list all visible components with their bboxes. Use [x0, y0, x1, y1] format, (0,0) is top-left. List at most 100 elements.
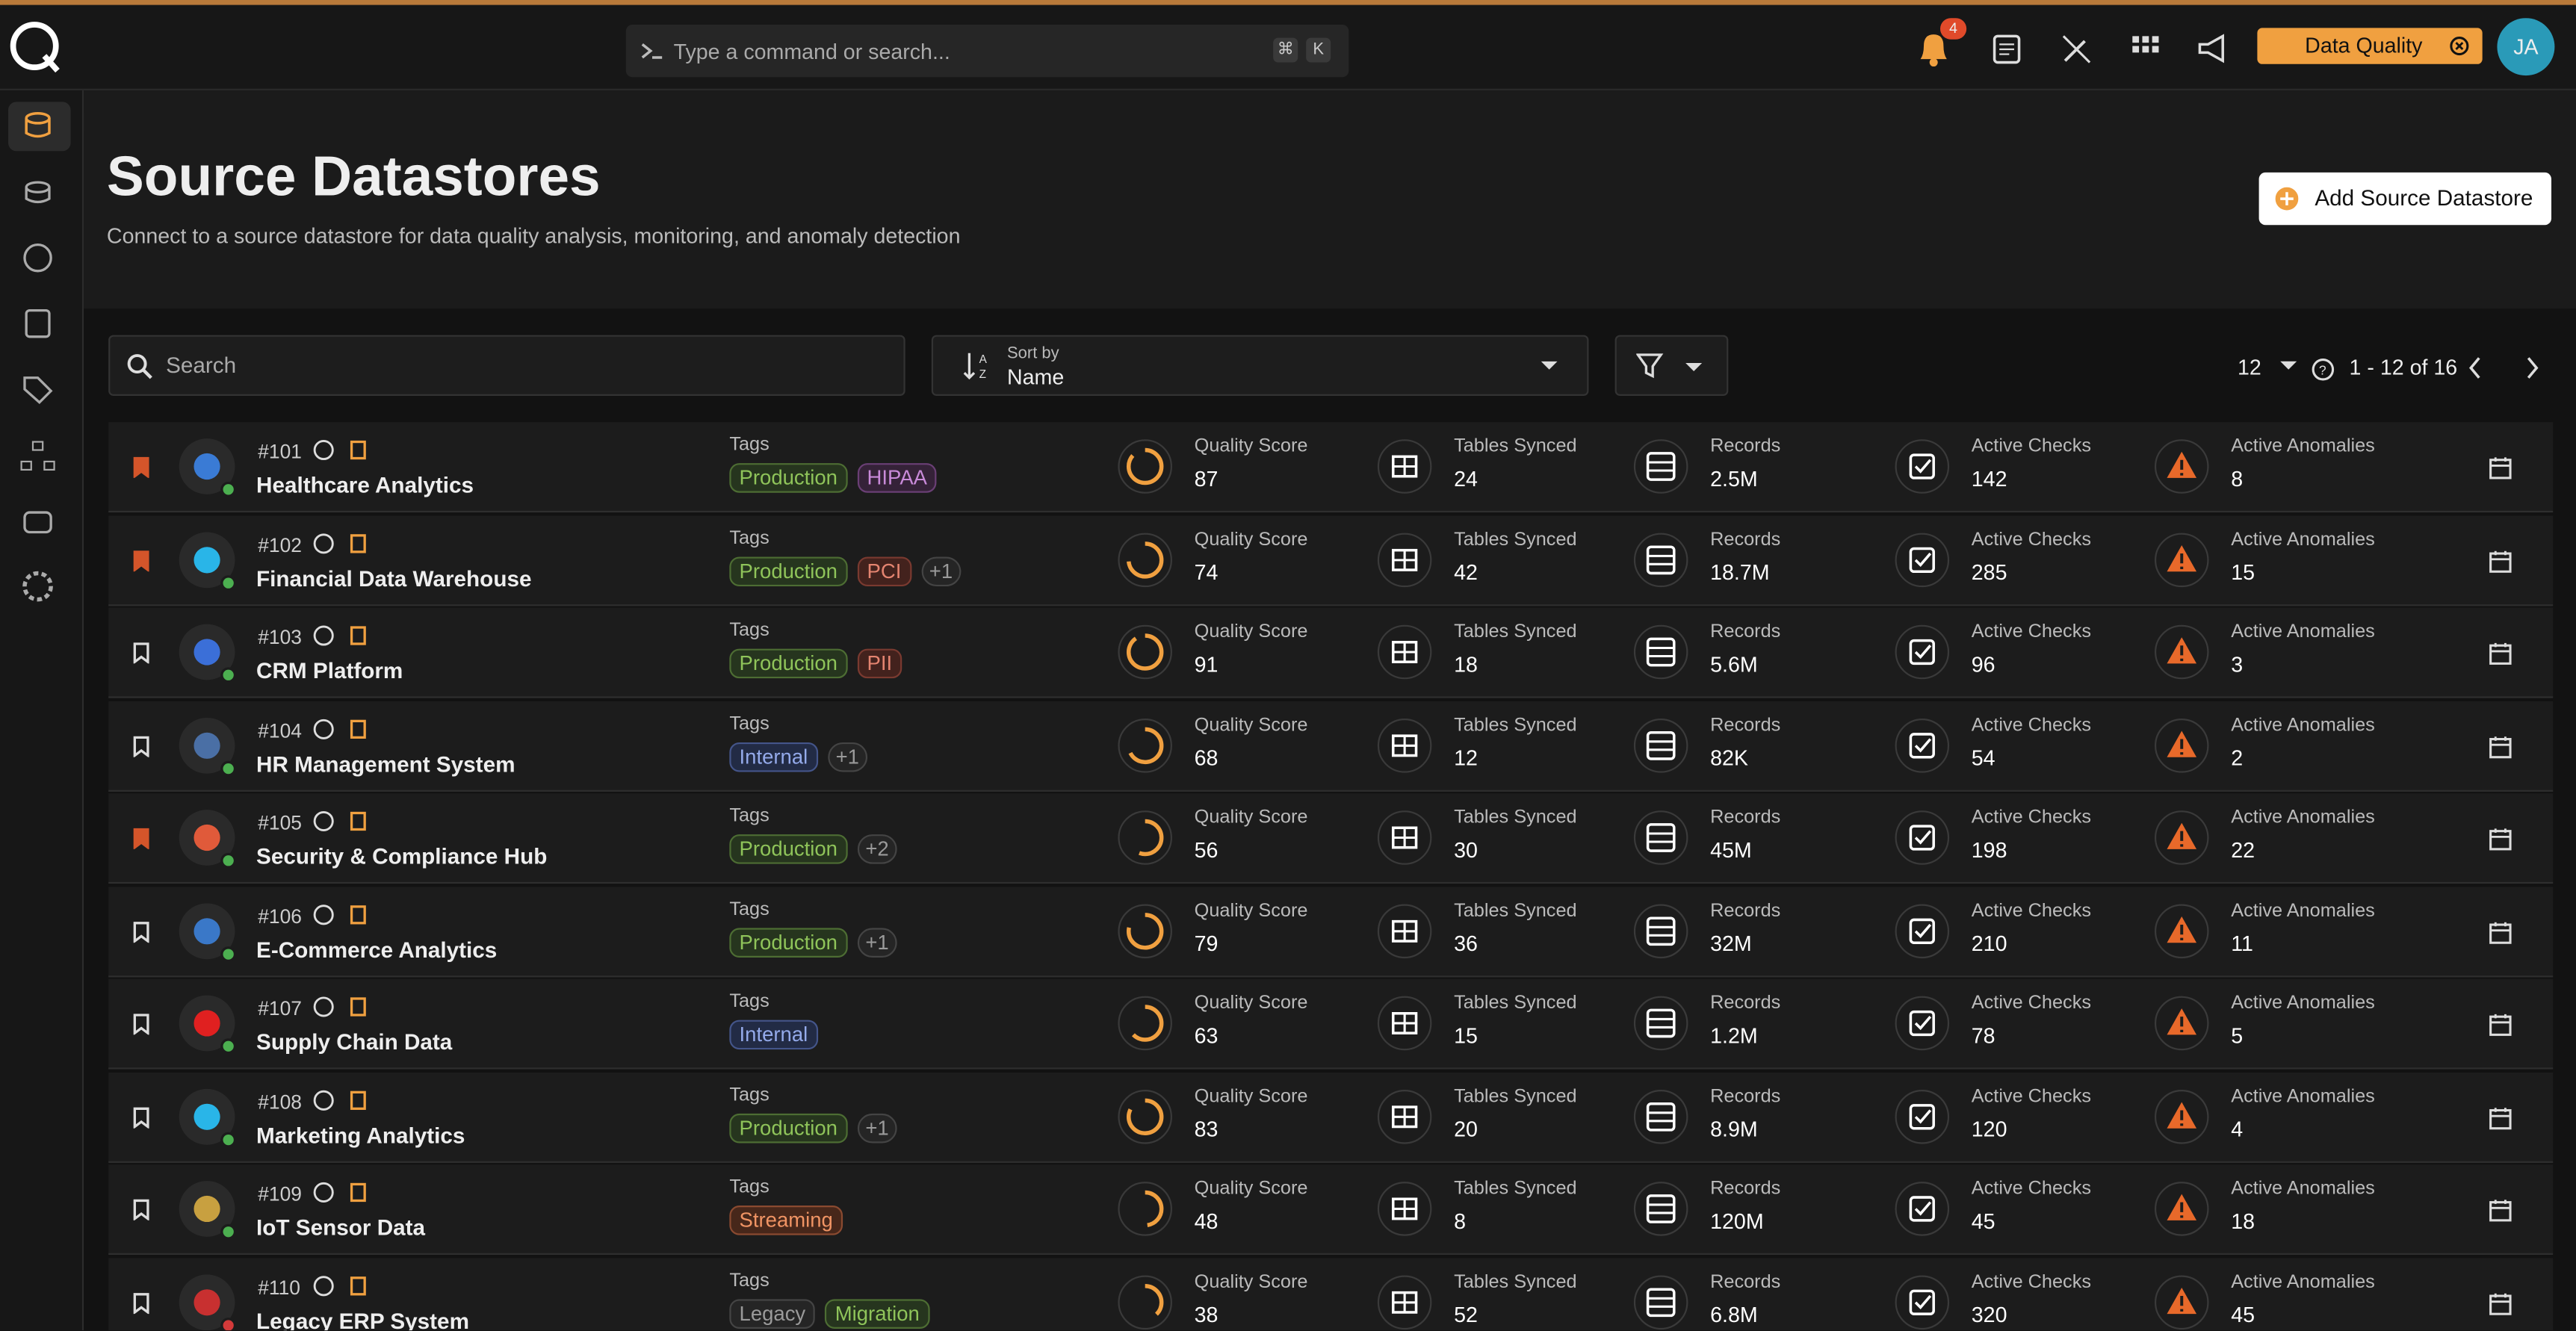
avatar[interactable]: JA [2497, 18, 2555, 76]
schedule-icon[interactable] [2489, 456, 2512, 480]
tag-list: Production PII [729, 648, 911, 679]
bookmark[interactable] [133, 550, 149, 571]
datastore-row[interactable]: #108 Marketing Analytics Tags Production +1 Q… [108, 1071, 2554, 1162]
datastore-row[interactable]: #110 Legacy ERP System Tags Legacy Migration… [108, 1257, 2554, 1331]
bookmark[interactable] [133, 1106, 149, 1128]
type-icon [350, 719, 366, 738]
records-icon [1633, 1182, 1688, 1236]
datastore-row[interactable]: #105 Security & Compliance Hub Tags Product… [108, 793, 2554, 884]
icon-ring [1633, 810, 1688, 865]
glyph [1647, 832, 1674, 843]
search-box[interactable]: Search [108, 335, 905, 396]
metric-value: 18.7M [1710, 559, 1770, 584]
tag: Production [729, 1112, 848, 1143]
icon-ring [1895, 1088, 1950, 1144]
quality-ring [1118, 903, 1172, 958]
schedule-icon[interactable] [2489, 735, 2512, 758]
bookmark[interactable] [133, 921, 149, 943]
announcements-icon[interactable] [2196, 33, 2232, 66]
icon-ring [1633, 439, 1688, 494]
bookmark-shape [133, 1014, 149, 1035]
glyph [1914, 1108, 1932, 1123]
datastore-row[interactable]: #106 E-Commerce Analytics Tags Production +1… [108, 886, 2554, 977]
tables-icon [1377, 439, 1432, 494]
icon-ring [2154, 1088, 2209, 1144]
tag: Production [729, 927, 848, 957]
tag-list: Internal +1 [729, 741, 877, 772]
bookmark[interactable] [133, 1014, 149, 1035]
type-icon [350, 533, 366, 553]
filter-button[interactable] [1614, 335, 1729, 396]
info-circle [313, 810, 334, 832]
metric-label: Records [1710, 807, 1781, 828]
metric-value: 18 [2231, 1209, 2255, 1234]
glyph [2489, 1015, 2512, 1036]
datastore-row[interactable]: #102 Financial Data Warehouse Tags Producti… [108, 515, 2554, 606]
quality-arc [1126, 1282, 1164, 1321]
nav-active[interactable] [7, 102, 71, 152]
checks-icon [1895, 1274, 1950, 1329]
datastore-id: #104 [258, 719, 302, 742]
icon-ring [1377, 1182, 1432, 1236]
tag-list: Legacy Migration [729, 1298, 939, 1328]
schedule-icon[interactable] [2489, 550, 2512, 573]
magic-icon[interactable] [2061, 33, 2093, 66]
add-button[interactable]: Add Source Datastore [2258, 172, 2552, 226]
bookmark[interactable] [133, 1291, 149, 1314]
docs-icon[interactable] [1991, 33, 2024, 66]
checks-icon [1895, 903, 1950, 958]
page-size[interactable]: 12 [2238, 354, 2261, 379]
datastore-row[interactable]: #109 IoT Sensor Data Tags Streaming Quality … [108, 1164, 2554, 1256]
tag-list: Production PCI +1 [729, 556, 970, 586]
anomalies-icon [2154, 1088, 2209, 1144]
logo-mark [193, 639, 220, 666]
bookmark[interactable] [133, 828, 149, 849]
datastore-row[interactable]: #107 Supply Chain Data Tags Internal Quality… [108, 978, 2554, 1070]
schedule-icon[interactable] [2489, 642, 2512, 666]
workspace-button[interactable]: Data Quality [2257, 28, 2483, 64]
apps-icon[interactable] [2129, 33, 2162, 66]
metric-label: Records [1710, 901, 1781, 921]
metric-label: Active Anomalies [2231, 715, 2375, 736]
pagination-arrows[interactable] [2466, 355, 2548, 381]
bookmark[interactable] [133, 642, 149, 664]
metric-value: 8 [2231, 466, 2244, 491]
schedule-icon[interactable] [2489, 1014, 2512, 1037]
schedule-icon[interactable] [2489, 921, 2512, 944]
metric-label: Active Anomalies [2231, 436, 2375, 457]
clear-icon[interactable] [2450, 36, 2469, 56]
logo-mark [193, 546, 220, 573]
schedule-icon[interactable] [2489, 828, 2512, 851]
quality-ring [1118, 624, 1172, 680]
tables-icon [1377, 903, 1432, 958]
icon-ring [2154, 532, 2209, 587]
glyph [1909, 917, 1935, 943]
schedule-icon[interactable] [2489, 1199, 2512, 1222]
datastore-row[interactable]: #101 Healthcare Analytics Tags Production HI… [108, 422, 2554, 513]
bookmark[interactable] [133, 735, 149, 757]
page-title: Source Datastores [106, 146, 601, 209]
notifications[interactable] [1916, 28, 1955, 70]
schedule-icon[interactable] [2489, 1291, 2512, 1315]
metric-value: 198 [1971, 837, 2007, 863]
quality-ring [1118, 532, 1172, 587]
datastore-row[interactable]: #104 HR Management System Tags Internal +1 Qu… [108, 700, 2554, 791]
bookmark[interactable] [133, 1199, 149, 1220]
glyph [1393, 456, 1417, 477]
metric-value: 74 [1194, 559, 1219, 584]
sort-icon: AZ [963, 353, 988, 381]
metric-label: Records [1710, 1179, 1781, 1200]
page-size-icons: ? [2280, 359, 2335, 381]
tag: +2 [857, 834, 897, 864]
tables-icon [1377, 1182, 1432, 1236]
svg-text:A: A [979, 353, 988, 366]
quality-arc [1126, 819, 1164, 857]
glyph [1393, 1013, 1417, 1034]
bookmark[interactable] [133, 456, 149, 478]
command-bar[interactable]: Type a command or search... ⌘ K [625, 24, 1349, 78]
tag: HIPAA [857, 463, 938, 493]
schedule-icon[interactable] [2489, 1106, 2512, 1129]
datastore-row[interactable]: #103 CRM Platform Tags Production PII Quality… [108, 607, 2554, 698]
status-dot [220, 760, 237, 776]
